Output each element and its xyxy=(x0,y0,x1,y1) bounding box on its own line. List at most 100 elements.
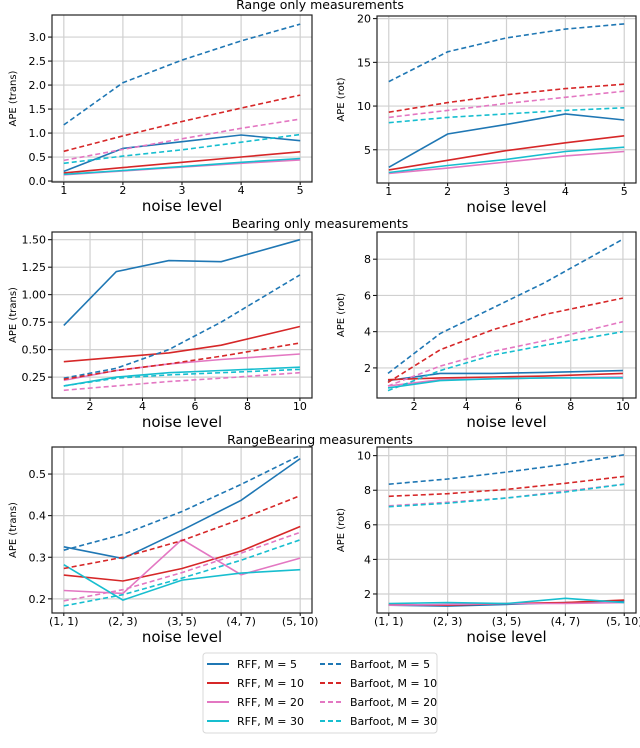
x-tick-label: 1 xyxy=(385,185,392,198)
y-tick-label: 10 xyxy=(357,100,371,113)
x-tick-label: (1, 1) xyxy=(49,615,79,628)
series-line-barfoot-m-10 xyxy=(63,342,301,381)
series-line-rff-m-10 xyxy=(63,151,301,174)
y-tick-label: 0.0 xyxy=(29,175,47,188)
y-axis-label: APE (trans) xyxy=(8,287,19,343)
series-line-barfoot-m-5 xyxy=(387,238,624,375)
x-axis-label: noise level xyxy=(142,197,222,215)
subplot-2: 1 2 3 4 5 5 10 15 20 noise level APE (rot) xyxy=(336,13,637,216)
series-line-rff-m-10 xyxy=(387,372,623,381)
x-axis-label: noise level xyxy=(142,413,222,431)
y-tick-label: 2 xyxy=(364,362,371,375)
y-tick-label: 1.0 xyxy=(29,127,47,140)
series-line-barfoot-m-30 xyxy=(63,368,300,387)
series-group xyxy=(388,454,625,607)
series-group xyxy=(388,23,625,175)
x-tick-label: (1, 1) xyxy=(374,615,404,628)
y-tick-label: 8 xyxy=(364,253,371,266)
y-tick-label: 0.25 xyxy=(22,371,47,384)
series-line-barfoot-m-10 xyxy=(63,94,301,153)
x-tick-label: (3, 5) xyxy=(167,615,197,628)
x-tick-label: (4, 7) xyxy=(551,615,581,628)
y-tick-label: 0.4 xyxy=(29,510,47,523)
x-tick-label: (4, 7) xyxy=(226,615,256,628)
series-line-rff-m-20 xyxy=(388,150,625,175)
series-group xyxy=(63,454,301,607)
y-axis-label: APE (rot) xyxy=(336,77,347,121)
x-tick-label: 5 xyxy=(297,184,304,197)
y-tick-label: 8 xyxy=(364,484,371,497)
series-line-rff-m-5 xyxy=(63,134,301,173)
x-tick-label: 4 xyxy=(463,400,470,413)
series-line-barfoot-m-30 xyxy=(63,539,301,607)
y-tick-label: 1.00 xyxy=(22,289,47,302)
y-tick-label: 0.3 xyxy=(29,551,47,564)
y-tick-label: 2.5 xyxy=(29,55,47,68)
y-tick-label: 2 xyxy=(364,588,371,601)
x-tick-label: 6 xyxy=(191,400,198,413)
series-line-rff-m-30 xyxy=(63,564,301,601)
series-line-rff-m-20 xyxy=(63,538,301,595)
series-line-rff-m-10 xyxy=(63,525,301,582)
series-line-rff-m-5 xyxy=(63,238,301,326)
series-line-barfoot-m-10 xyxy=(387,297,624,384)
x-tick-label: 10 xyxy=(293,400,307,413)
x-axis-label: noise level xyxy=(466,198,546,216)
x-tick-label: 6 xyxy=(515,400,522,413)
y-tick-label: 1.25 xyxy=(22,261,47,274)
series-line-rff-m-5 xyxy=(63,457,301,560)
legend-label: RFF, M = 5 xyxy=(237,658,297,671)
y-tick-label: 1.50 xyxy=(22,234,47,247)
x-tick-label: 4 xyxy=(562,185,569,198)
y-tick-label: 0.5 xyxy=(29,151,47,164)
legend: RFF, M = 5 Barfoot, M = 5 RFF, M = 10 Barfo… xyxy=(202,652,438,734)
legend-label: Barfoot, M = 5 xyxy=(350,658,430,671)
axes-frame xyxy=(51,14,313,183)
x-tick-label: 1 xyxy=(60,184,67,197)
series-line-barfoot-m-30 xyxy=(388,107,625,124)
y-tick-label: 2.0 xyxy=(29,79,47,92)
series-line-barfoot-m-5 xyxy=(388,23,625,83)
y-tick-label: 3.0 xyxy=(29,31,47,44)
series-line-barfoot-m-5 xyxy=(63,23,301,126)
series-line-rff-m-30 xyxy=(388,597,625,605)
row-title-bearing: Bearing only measurements xyxy=(232,216,409,231)
subplot-4: 2 4 6 8 10 2 4 6 8 noise level APE (rot) xyxy=(336,231,637,431)
legend-box xyxy=(202,652,438,734)
axes-frame xyxy=(376,231,637,399)
x-tick-label: 2 xyxy=(87,400,94,413)
legend-label: Barfoot, M = 30 xyxy=(350,715,437,728)
x-tick-label: 10 xyxy=(616,400,630,413)
y-tick-label: 0.5 xyxy=(29,468,47,481)
series-line-barfoot-m-20 xyxy=(63,371,300,392)
series-line-barfoot-m-20 xyxy=(63,118,301,162)
axes-frame xyxy=(51,446,313,614)
series-line-barfoot-m-5 xyxy=(63,454,301,551)
x-tick-label: (2, 3) xyxy=(108,615,138,628)
x-tick-label: 2 xyxy=(444,185,451,198)
legend-label: Barfoot, M = 10 xyxy=(350,677,437,690)
series-line-rff-m-5 xyxy=(387,369,623,382)
y-tick-label: 6 xyxy=(364,289,371,302)
y-tick-label: 6 xyxy=(364,519,371,532)
y-tick-label: 0.2 xyxy=(29,593,47,606)
legend-label: RFF, M = 10 xyxy=(237,677,304,690)
x-tick-label: (2, 3) xyxy=(433,615,463,628)
y-tick-label: 1.5 xyxy=(29,103,47,116)
y-tick-label: 4 xyxy=(364,326,371,339)
x-tick-label: 4 xyxy=(238,184,245,197)
series-group xyxy=(387,238,624,392)
series-line-rff-m-5 xyxy=(388,113,625,168)
x-tick-label: 4 xyxy=(139,400,146,413)
series-line-barfoot-m-10 xyxy=(63,494,301,570)
row-title-rangebearing: RangeBearing measurements xyxy=(227,432,413,447)
series-line-barfoot-m-10 xyxy=(388,475,625,498)
plots: 1 2 3 4 5 0.0 0.5 1.0 1.5 2.0 2.5 3.0 noise level APE… xyxy=(8,13,640,646)
series-line-rff-m-10 xyxy=(63,325,301,363)
y-tick-label: 10 xyxy=(357,450,371,463)
series-line-barfoot-m-5 xyxy=(63,274,301,379)
y-tick-label: 0.50 xyxy=(22,344,47,357)
x-axis-label: noise level xyxy=(466,413,546,431)
y-axis-label: APE (rot) xyxy=(336,293,347,337)
